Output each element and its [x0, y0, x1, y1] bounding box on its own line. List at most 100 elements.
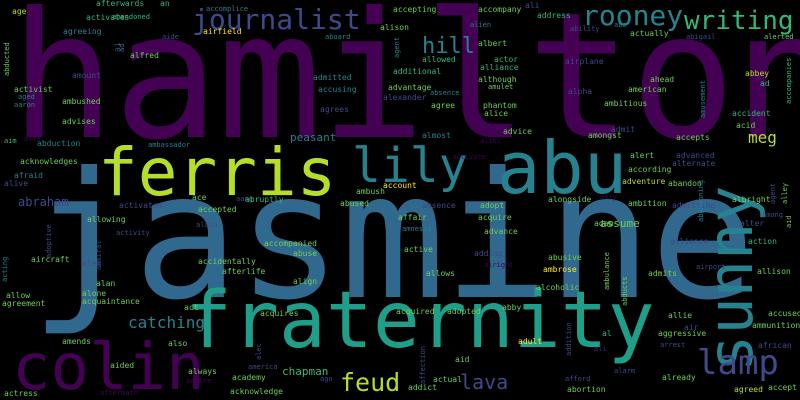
word-ad-rot: ad — [118, 43, 126, 52]
word-alarm: alarm — [614, 367, 636, 375]
word-aided: aided — [110, 361, 135, 370]
word-acknowledges: acknowledges — [20, 157, 78, 166]
word-catching: catching — [128, 313, 206, 332]
word-jasmine: jasmine — [30, 136, 756, 339]
word-agency: agent — [393, 36, 401, 58]
word-accused: accused — [768, 309, 800, 318]
word-accept: accept — [768, 383, 797, 392]
word-alfred: alfred — [130, 51, 159, 60]
word-abuse: abuse — [293, 249, 318, 258]
word-access: absence — [430, 89, 460, 97]
word-abruptly: abruptly — [245, 195, 284, 204]
word-abused: abused — [340, 199, 369, 208]
word-alexander: alexander — [383, 93, 427, 102]
word-an-bottom: ali — [594, 345, 607, 353]
word-phantom: phantom — [483, 101, 517, 110]
word-afford: afford — [565, 375, 591, 383]
word-among: among — [762, 211, 784, 219]
word-fraternity: fraternity — [185, 276, 655, 366]
word-abusive: abusive — [548, 253, 582, 262]
word-actual: actual — [433, 375, 462, 384]
word-lamp: lamp — [697, 343, 779, 383]
word-adopt: adopt — [480, 201, 505, 210]
word-acquire: acquire — [478, 213, 512, 222]
word-admits: admits — [648, 269, 677, 278]
word-agreement: agreement — [2, 299, 46, 308]
word-alibi: alibi — [480, 137, 502, 145]
word-writing: writing — [684, 6, 794, 36]
word-aaron: aaron — [14, 101, 36, 109]
word-according: according — [628, 165, 672, 174]
word-acting: acting — [1, 256, 9, 282]
word-advantage: advantage — [388, 83, 432, 92]
word-abby: abby — [502, 303, 522, 312]
word-abandon: abandon — [668, 179, 702, 188]
word-ability: ability — [570, 25, 600, 33]
word-alice: alice — [484, 109, 509, 118]
word-although: although — [478, 75, 517, 84]
word-hamilton: hamilton — [10, 0, 800, 179]
word-ambassador: ambassador — [148, 141, 191, 149]
word-abu: abu — [497, 126, 628, 210]
word-accusing: accusing — [318, 85, 357, 94]
word-adult: adult — [518, 337, 543, 346]
word-acid: acid — [736, 121, 756, 130]
word-additional: additional — [393, 67, 442, 76]
word-advice: advice — [503, 127, 532, 136]
word-aboard: aboard — [325, 33, 351, 41]
word-actor: actor — [494, 55, 519, 64]
word-allie: allie — [668, 311, 693, 320]
word-activity: activity — [116, 229, 150, 237]
word-account: account — [383, 181, 417, 190]
word-ambulance: ambulance — [603, 252, 611, 290]
word-acquaintance: acquaintance — [82, 297, 140, 306]
word-afraid: afraid — [14, 171, 43, 180]
word-actress: actress — [4, 389, 38, 398]
word-adam: adam — [594, 219, 614, 228]
word-adventure: adventure — [622, 177, 666, 186]
word-accepts: accepts — [676, 133, 710, 142]
word-alex: alex — [82, 259, 102, 268]
word-albert: albert — [478, 39, 507, 48]
word-albright: albright — [732, 195, 771, 204]
word-abduction: abduction — [37, 139, 81, 148]
word-america: america — [248, 363, 278, 371]
word-assume: assume — [600, 217, 640, 230]
word-alpha: alpha — [568, 87, 593, 96]
word-amends: amends — [62, 337, 91, 346]
word-affair: affair — [398, 213, 427, 222]
word-air: air — [684, 323, 699, 332]
word-addition: addition — [565, 322, 573, 356]
word-almost: almost — [422, 131, 451, 140]
word-advises: advises — [62, 117, 96, 126]
word-agreed: agreed — [734, 385, 763, 394]
word-abe: abe — [614, 21, 627, 29]
word-airplane: airplane — [565, 57, 604, 66]
word-ago: ago — [320, 375, 333, 383]
word-peasant: peasant — [290, 131, 337, 144]
word-admitting: admitting — [672, 201, 716, 210]
word-also: also — [168, 339, 188, 348]
word-afterlife: afterlife — [222, 267, 266, 276]
word-aggressive: aggressive — [658, 329, 707, 338]
word-chapman: chapman — [282, 365, 329, 378]
word-abigail: abigail — [686, 33, 716, 41]
word-feud: feud — [340, 368, 401, 397]
word-acquired: acquired — [396, 307, 435, 316]
word-ahead: ahead — [650, 75, 675, 84]
word-admitted: admitted — [313, 73, 352, 82]
word-al: al — [602, 329, 612, 338]
word-ambush: ambush — [356, 187, 385, 196]
word-allow: allow — [6, 291, 31, 300]
word-allowing: allowing — [87, 215, 126, 224]
word-accomplice: accomplice — [206, 5, 249, 13]
word-advance: advance — [484, 227, 518, 236]
word-allison: allison — [757, 267, 791, 276]
word-activated: activated — [119, 201, 163, 210]
word-alley: alley — [781, 182, 789, 204]
word-acquires: acquires — [260, 309, 299, 318]
word-accompanies: accompanies — [785, 57, 793, 104]
word-agent: agent — [769, 182, 777, 204]
word-action: action — [748, 237, 777, 246]
